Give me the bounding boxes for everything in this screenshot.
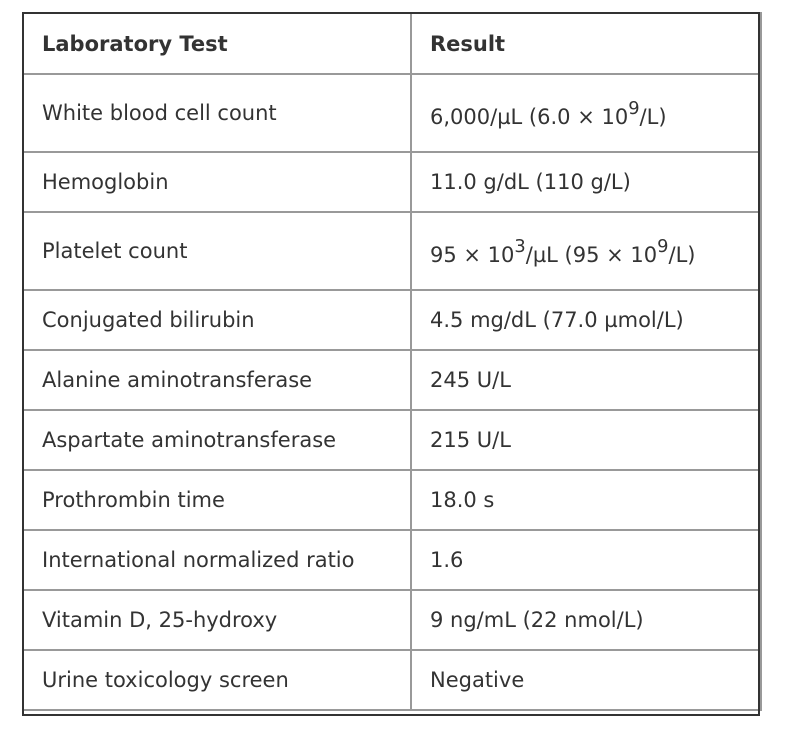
- table-row: Aspartate aminotransferase 215 U/L: [22, 409, 762, 471]
- result-cell: 1.6: [410, 529, 762, 591]
- test-name-cell: Hemoglobin: [22, 151, 412, 213]
- result-cell: 9 ng/mL (22 nmol/L): [410, 589, 762, 651]
- result-cell: Negative: [410, 649, 762, 711]
- test-name-cell: Conjugated bilirubin: [22, 289, 412, 351]
- test-name-cell: Aspartate aminotransferase: [22, 409, 412, 471]
- test-name-cell: Prothrombin time: [22, 469, 412, 531]
- table-header-row: Laboratory Test Result: [22, 12, 762, 75]
- header-result: Result: [410, 12, 762, 75]
- header-laboratory-test: Laboratory Test: [22, 12, 412, 75]
- table-row: Platelet count 95 × 103/µL (95 × 109/L): [22, 211, 762, 291]
- result-cell: 4.5 mg/dL (77.0 µmol/L): [410, 289, 762, 351]
- exponent: 9: [657, 236, 669, 258]
- table-row: Conjugated bilirubin 4.5 mg/dL (77.0 µmo…: [22, 289, 762, 351]
- result-cell: 245 U/L: [410, 349, 762, 411]
- exponent: 9: [628, 98, 640, 120]
- exponent: 3: [514, 236, 526, 258]
- table-row: International normalized ratio 1.6: [22, 529, 762, 591]
- result-cell: 6,000/µL (6.0 × 109/L): [410, 73, 762, 153]
- result-cell: 11.0 g/dL (110 g/L): [410, 151, 762, 213]
- result-cell: 18.0 s: [410, 469, 762, 531]
- test-name-cell: Platelet count: [22, 211, 412, 291]
- table-row: Prothrombin time 18.0 s: [22, 469, 762, 531]
- test-name-cell: Urine toxicology screen: [22, 649, 412, 711]
- table-row: Hemoglobin 11.0 g/dL (110 g/L): [22, 151, 762, 213]
- test-name-cell: Alanine aminotransferase: [22, 349, 412, 411]
- table-row: Vitamin D, 25-hydroxy 9 ng/mL (22 nmol/L…: [22, 589, 762, 651]
- result-cell: 215 U/L: [410, 409, 762, 471]
- result-cell: 95 × 103/µL (95 × 109/L): [410, 211, 762, 291]
- lab-results-table: Laboratory Test Result White blood cell …: [22, 12, 762, 711]
- test-name-cell: Vitamin D, 25-hydroxy: [22, 589, 412, 651]
- test-name-cell: International normalized ratio: [22, 529, 412, 591]
- table-row: Alanine aminotransferase 245 U/L: [22, 349, 762, 411]
- test-name-cell: White blood cell count: [22, 73, 412, 153]
- table-row: White blood cell count 6,000/µL (6.0 × 1…: [22, 73, 762, 153]
- table-row: Urine toxicology screen Negative: [22, 649, 762, 711]
